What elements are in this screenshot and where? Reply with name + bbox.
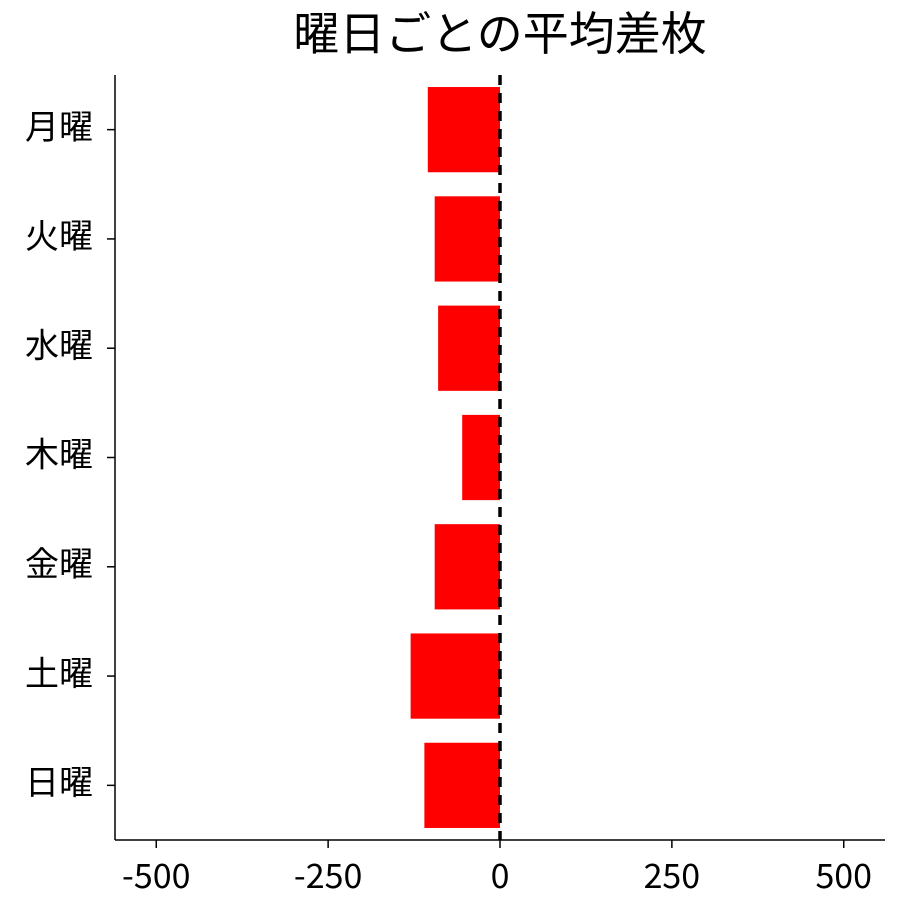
- barh-chart: -500 -250 0 250 500 月曜火曜水曜木曜金曜土曜日曜 曜日ごとの平均差枚: [0, 0, 900, 900]
- y-tick-label: 水曜: [25, 318, 93, 367]
- chart-title: 曜日ごとの平均差枚: [293, 0, 707, 64]
- x-tick-label: 500: [815, 849, 872, 898]
- y-tick-label: 日曜: [25, 756, 93, 805]
- bar: [435, 524, 500, 609]
- y-tick-label: 木曜: [25, 428, 93, 477]
- y-tick-label: 火曜: [25, 209, 93, 258]
- x-tick-label: -250: [294, 849, 362, 898]
- bar: [428, 87, 500, 172]
- y-tick-label: 月曜: [25, 100, 93, 149]
- bar: [438, 306, 500, 391]
- bar: [462, 415, 500, 500]
- x-tick-label: 0: [491, 849, 510, 898]
- x-tick-label: -500: [122, 849, 190, 898]
- bar: [435, 196, 500, 281]
- y-tick-label: 土曜: [25, 646, 93, 695]
- y-tick-label: 金曜: [25, 537, 93, 586]
- bar: [424, 743, 500, 828]
- x-tick-label: 250: [644, 849, 701, 898]
- bar: [411, 633, 500, 718]
